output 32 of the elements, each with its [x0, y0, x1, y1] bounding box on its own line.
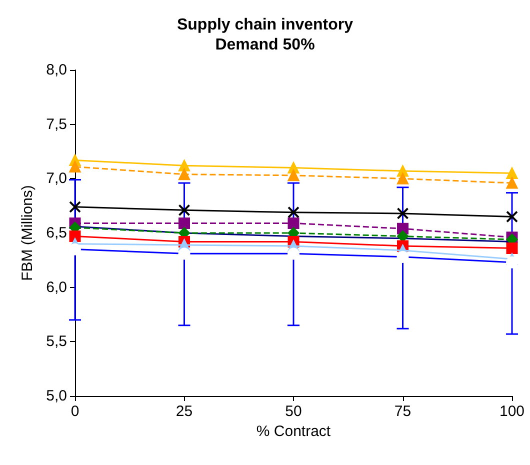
x-tick-label: 50 — [285, 403, 302, 420]
y-axis-title: FBM (Millions) — [19, 185, 36, 281]
point — [288, 170, 300, 182]
point — [288, 206, 300, 218]
point — [397, 172, 408, 184]
point — [178, 217, 190, 229]
x-axis-title: % Contract — [256, 422, 332, 440]
x-tick-label: 0 — [70, 403, 80, 420]
point — [178, 160, 190, 172]
point — [69, 230, 81, 242]
point — [288, 217, 300, 229]
y-tick-label: 5,5 — [46, 333, 67, 350]
point — [178, 204, 190, 216]
point — [178, 168, 190, 180]
point — [69, 160, 81, 172]
point — [69, 200, 81, 213]
x-tick-label: 75 — [394, 403, 412, 420]
y-tick-label: 8,0 — [46, 62, 67, 78]
point — [396, 207, 409, 220]
x-tick-label: 25 — [176, 403, 193, 420]
y-tick-label: 5,0 — [46, 388, 67, 404]
chart-subtitle: Demand 50% — [215, 36, 315, 54]
y-tick-label: 7,0 — [46, 170, 67, 188]
chart-title: Supply chain inventory — [176, 16, 354, 34]
point — [506, 210, 518, 223]
point — [506, 177, 518, 189]
point — [506, 167, 518, 179]
x-tick-label: 100 — [499, 403, 525, 420]
y-tick-label: 6,0 — [46, 278, 67, 296]
y-tick-label: 6,5 — [46, 224, 67, 242]
y-tick-label: 7,5 — [46, 116, 67, 133]
point — [506, 242, 518, 254]
